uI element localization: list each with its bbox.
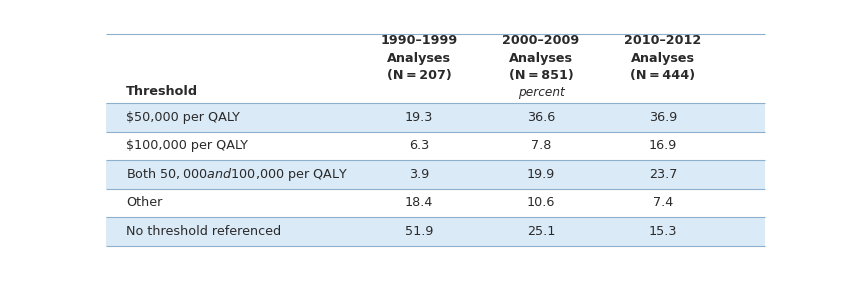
Text: 51.9: 51.9 — [405, 225, 434, 238]
Bar — [106, 34, 765, 103]
Text: Threshold: Threshold — [126, 85, 198, 98]
Text: 2010–2012
Analyses
(N = 444): 2010–2012 Analyses (N = 444) — [624, 34, 701, 82]
Text: 19.9: 19.9 — [527, 168, 555, 181]
Text: 3.9: 3.9 — [409, 168, 429, 181]
Text: 7.4: 7.4 — [653, 196, 673, 209]
Bar — [106, 132, 765, 160]
Bar — [106, 189, 765, 217]
Bar — [106, 160, 765, 189]
Text: $50,000 per QALY: $50,000 per QALY — [126, 111, 240, 124]
Text: 7.8: 7.8 — [531, 139, 551, 152]
Text: 1990–1999
Analyses
(N = 207): 1990–1999 Analyses (N = 207) — [381, 34, 458, 82]
Text: percent: percent — [518, 86, 564, 99]
Text: 36.6: 36.6 — [527, 111, 555, 124]
Bar — [106, 103, 765, 132]
Text: 15.3: 15.3 — [649, 225, 677, 238]
Text: 10.6: 10.6 — [527, 196, 555, 209]
Text: 19.3: 19.3 — [405, 111, 434, 124]
Text: 25.1: 25.1 — [527, 225, 555, 238]
Text: 23.7: 23.7 — [649, 168, 677, 181]
Text: 2000–2009
Analyses
(N = 851): 2000–2009 Analyses (N = 851) — [502, 34, 580, 82]
Text: $100,000 per QALY: $100,000 per QALY — [126, 139, 248, 152]
Text: 16.9: 16.9 — [649, 139, 677, 152]
Text: No threshold referenced: No threshold referenced — [126, 225, 281, 238]
Text: Other: Other — [126, 196, 162, 209]
Text: 18.4: 18.4 — [405, 196, 434, 209]
Bar — [106, 217, 765, 246]
Text: 36.9: 36.9 — [649, 111, 677, 124]
Text: 6.3: 6.3 — [409, 139, 429, 152]
Text: Both $50,000 and $100,000 per QALY: Both $50,000 and $100,000 per QALY — [126, 166, 348, 183]
